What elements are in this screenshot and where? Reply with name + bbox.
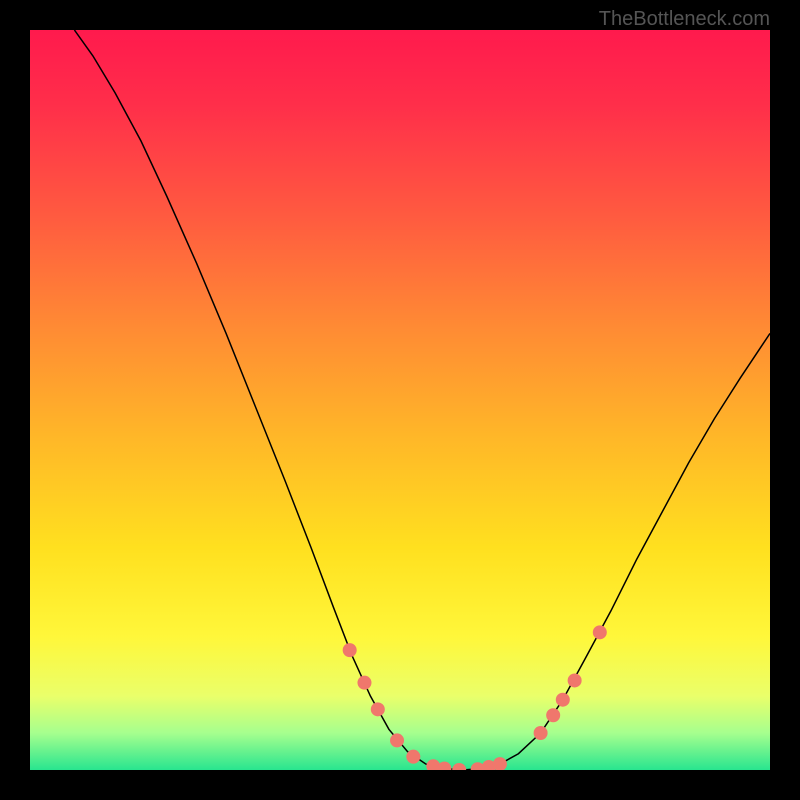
data-marker xyxy=(593,625,607,639)
plot-area xyxy=(30,30,770,770)
data-marker xyxy=(357,676,371,690)
watermark-text: TheBottleneck.com xyxy=(599,8,770,31)
data-marker xyxy=(556,693,570,707)
chart-frame: TheBottleneck.com xyxy=(0,0,800,800)
data-marker xyxy=(343,643,357,657)
data-marker xyxy=(390,733,404,747)
data-marker xyxy=(546,708,560,722)
data-marker xyxy=(568,673,582,687)
data-marker xyxy=(406,750,420,764)
plot-svg xyxy=(30,30,770,770)
data-marker xyxy=(534,726,548,740)
data-marker xyxy=(371,702,385,716)
